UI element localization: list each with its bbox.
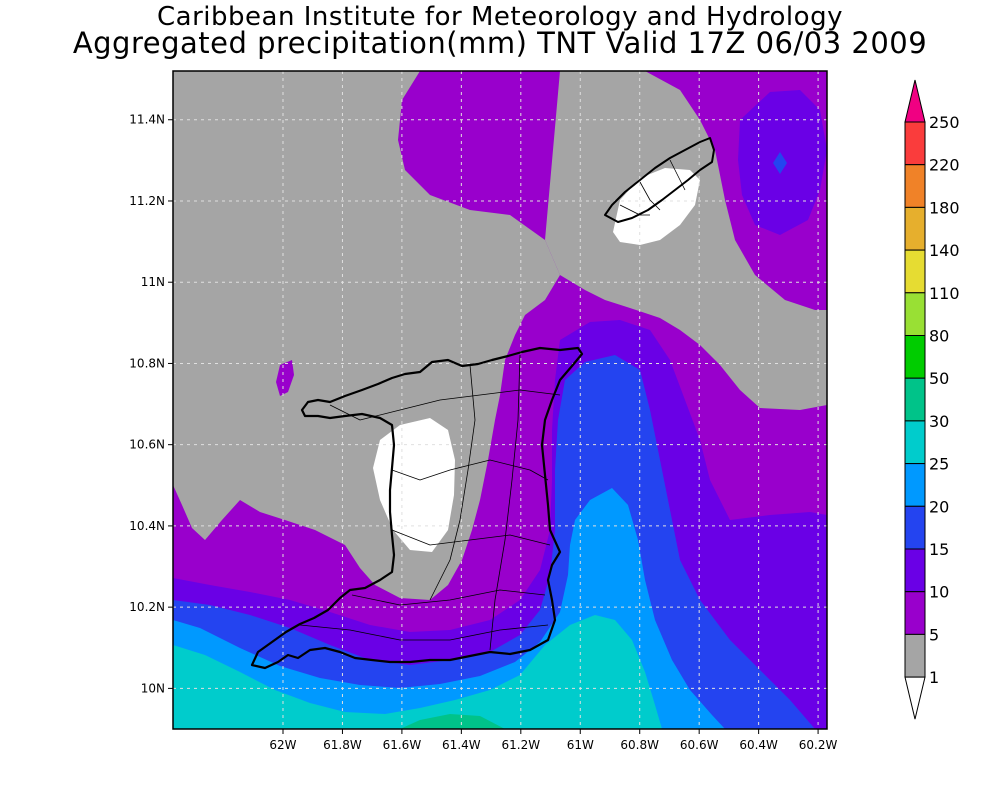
lat-tick-label: 10N <box>141 681 165 695</box>
colorbar-swatch <box>904 164 926 208</box>
header-title: Caribbean Institute for Meteorology and … <box>157 2 843 32</box>
colorbar-label: 140 <box>929 241 960 260</box>
colorbar-swatch <box>904 121 926 166</box>
lon-axis: 62W 61.8W 61.6W 61.4W 61.2W 61W 60.8W 60.6W 60.4… <box>269 729 838 752</box>
band-1-5-east <box>545 71 827 410</box>
colorbar-swatch <box>904 591 926 635</box>
colorbar-swatch <box>904 249 926 294</box>
colorbar-legend: 250 220 180 140 110 80 50 30 25 20 15 10 5 1 <box>904 79 960 720</box>
lon-tick-label: 60.8W <box>620 738 659 752</box>
lat-axis: 11.4N 11.2N 11N 10.8N 10.6N 10.4N 10.2N 10N <box>129 113 173 695</box>
lon-tick-label: 61.4W <box>442 738 481 752</box>
band-30-50 <box>400 714 505 729</box>
lon-tick-label: 62W <box>269 738 296 752</box>
colorbar-label: 180 <box>929 198 960 217</box>
colorbar-label: 220 <box>929 156 960 175</box>
colorbar-swatch <box>904 505 926 550</box>
lat-tick-label: 10.8N <box>129 356 165 370</box>
lat-tick-label: 10.2N <box>129 600 165 614</box>
band-1-5-west <box>173 71 560 600</box>
tobago-coastline <box>604 137 715 223</box>
map-grid <box>173 71 827 729</box>
colorbar-swatch <box>904 206 926 251</box>
colorbar-label: 25 <box>929 455 949 474</box>
lon-tick-label: 60.2W <box>799 738 838 752</box>
map-subtitle: Aggregated precipitation(mm) TNT Valid 1… <box>72 26 928 60</box>
lat-tick-label: 11.4N <box>129 113 165 127</box>
colorbar-max-triangle <box>904 79 926 123</box>
colorbar-swatch <box>904 463 926 507</box>
inland-boundaries <box>299 159 686 651</box>
colorbar-label: 1 <box>929 668 939 687</box>
lat-tick-label: 11N <box>141 275 165 289</box>
lon-tick-label: 61W <box>567 738 594 752</box>
colorbar-swatch <box>904 292 926 336</box>
map-plot-area <box>173 71 827 729</box>
colorbar-label: 30 <box>929 412 949 431</box>
lon-tick-label: 60.6W <box>680 738 719 752</box>
colorbar-label: 110 <box>929 284 960 303</box>
colorbar-label: 20 <box>929 497 949 516</box>
band-25-30 <box>173 615 662 729</box>
band-1-5-islet <box>276 360 294 396</box>
lon-tick-label: 61.6W <box>383 738 422 752</box>
colorbar-label: 15 <box>929 540 949 559</box>
colorbar-label: 250 <box>929 113 960 132</box>
band-15-20-spot <box>773 152 787 174</box>
colorbar-swatch <box>904 633 926 678</box>
lon-tick-label: 60.4W <box>739 738 778 752</box>
lat-tick-label: 10.4N <box>129 519 165 533</box>
land-outline <box>250 137 715 670</box>
plot-frame <box>172 70 828 730</box>
colorbar-swatch <box>904 548 926 593</box>
trinidad-coastline <box>250 346 584 670</box>
colorbar-label: 5 <box>929 625 939 644</box>
colorbar-swatch <box>904 377 926 422</box>
colorbar-label: 80 <box>929 327 949 346</box>
colorbar-swatch <box>904 420 926 465</box>
lat-tick-label: 10.6N <box>129 438 165 452</box>
lon-tick-label: 61.8W <box>323 738 362 752</box>
colorbar-label: 10 <box>929 583 949 602</box>
colorbar-swatch <box>904 335 926 379</box>
lat-tick-label: 11.2N <box>129 194 165 208</box>
colorbar-label: 50 <box>929 369 949 388</box>
colorbar-min-triangle <box>904 676 926 720</box>
lon-tick-label: 61.2W <box>502 738 541 752</box>
